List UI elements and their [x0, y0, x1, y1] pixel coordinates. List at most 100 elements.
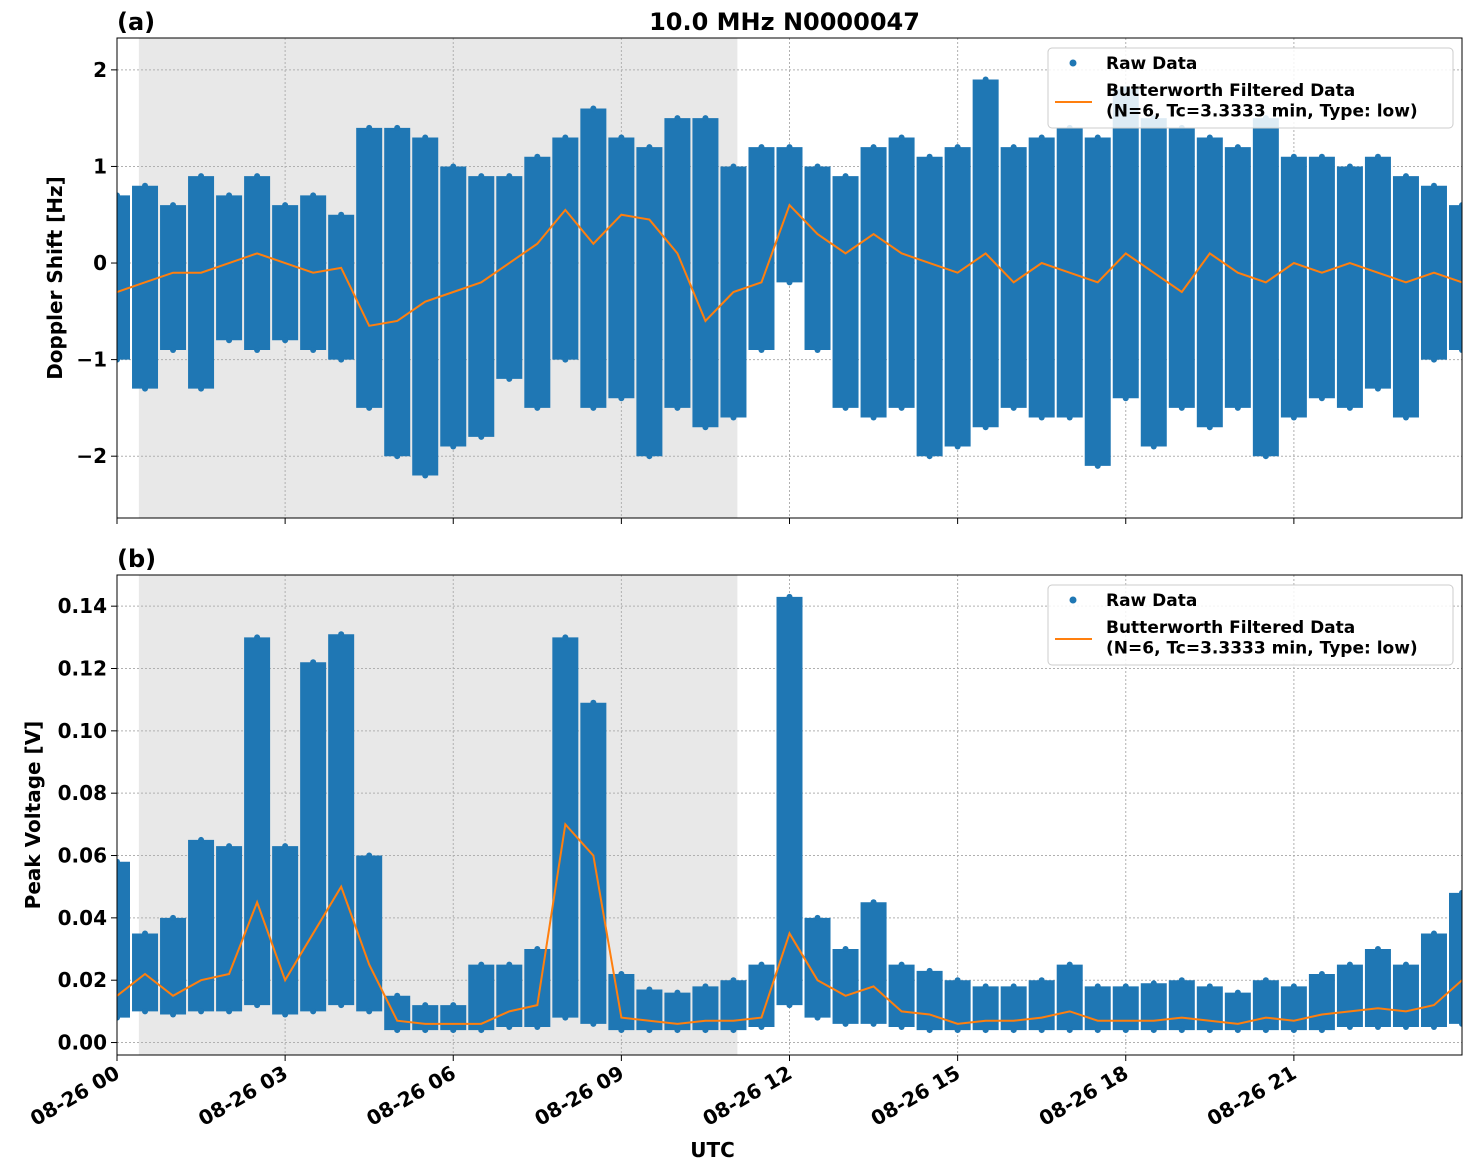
raw-data-point	[310, 1008, 317, 1015]
raw-data-point	[1459, 202, 1462, 209]
raw-data-point	[926, 153, 933, 160]
raw-data-point	[758, 1023, 765, 1030]
raw-data-point	[982, 424, 989, 431]
raw-data-point	[1150, 980, 1157, 987]
raw-data-point	[674, 989, 681, 996]
raw-data-point	[562, 634, 569, 641]
y-tick-label: 0.00	[58, 1031, 107, 1055]
raw-data-point	[338, 356, 345, 363]
raw-data-point	[142, 385, 149, 392]
raw-data-point	[618, 134, 625, 141]
raw-data-point	[170, 1011, 177, 1018]
raw-data-point	[198, 173, 205, 180]
raw-data-point	[366, 404, 373, 411]
raw-data-point	[1038, 414, 1045, 421]
raw-data-point	[758, 346, 765, 353]
x-tick-label: 08-26 00	[26, 1061, 124, 1131]
raw-data-point	[618, 1027, 625, 1034]
raw-data-point	[226, 1008, 233, 1015]
raw-data-point	[954, 443, 961, 450]
raw-data-point	[926, 967, 933, 974]
raw-data-point	[1402, 961, 1409, 968]
raw-data-point	[1459, 889, 1462, 896]
raw-data-point	[786, 593, 793, 600]
raw-data-point	[758, 961, 765, 968]
raw-data-point	[450, 1027, 457, 1034]
raw-data-point	[310, 659, 317, 666]
raw-data-point	[478, 1027, 485, 1034]
raw-data-point	[1206, 1027, 1213, 1034]
raw-data-point	[170, 346, 177, 353]
raw-data-point	[618, 970, 625, 977]
raw-data-point	[534, 404, 541, 411]
y-tick-label: 0.10	[58, 719, 107, 743]
raw-data-point	[478, 433, 485, 440]
raw-data-point	[590, 1020, 597, 1027]
legend-box	[1047, 47, 1454, 129]
raw-data-point	[590, 699, 597, 706]
data-layer	[117, 76, 1462, 479]
raw-data-point	[1290, 1027, 1297, 1034]
raw-data-point	[338, 1002, 345, 1009]
raw-data-point	[1010, 1027, 1017, 1034]
raw-data-point	[674, 115, 681, 122]
x-tick-label: 08-26 15	[867, 1061, 965, 1131]
raw-data-point	[758, 144, 765, 151]
raw-data-point	[870, 899, 877, 906]
raw-data-point	[1402, 173, 1409, 180]
raw-data-point	[366, 124, 373, 131]
raw-data-point	[366, 852, 373, 859]
raw-data-point	[1290, 414, 1297, 421]
raw-data-point	[562, 134, 569, 141]
raw-data-point	[590, 105, 597, 112]
raw-data-point	[1122, 983, 1129, 990]
raw-data-point	[226, 337, 233, 344]
raw-data-point	[506, 375, 513, 382]
raw-data-point	[646, 986, 653, 993]
raw-data-point	[1374, 946, 1381, 953]
raw-data-point	[702, 983, 709, 990]
y-tick-label: 0.02	[58, 968, 107, 992]
raw-data-point	[870, 144, 877, 151]
raw-data-point	[394, 453, 401, 460]
y-axis-label: Peak Voltage [V]	[21, 721, 45, 910]
raw-data-point	[1318, 1027, 1325, 1034]
x-tick-label: 08-26 21	[1203, 1061, 1301, 1131]
raw-data-point	[422, 1002, 429, 1009]
raw-data-point	[814, 914, 821, 921]
raw-data-point	[450, 443, 457, 450]
raw-data-point	[786, 1002, 793, 1009]
raw-data-point	[1430, 930, 1437, 937]
raw-data-point	[730, 163, 737, 170]
y-tick-label: 0.06	[58, 844, 107, 868]
raw-data-point	[786, 279, 793, 286]
raw-data-point	[142, 182, 149, 189]
data-layer	[117, 593, 1462, 1034]
raw-data-point	[226, 192, 233, 199]
y-axis-label: Doppler Shift [Hz]	[43, 176, 67, 380]
raw-data-point	[926, 1027, 933, 1034]
raw-data-point	[730, 414, 737, 421]
raw-data-point	[170, 914, 177, 921]
raw-data-point	[394, 124, 401, 131]
raw-data-point	[842, 946, 849, 953]
raw-data-point	[1206, 134, 1213, 141]
legend-box	[1047, 584, 1454, 666]
raw-data-point	[254, 346, 261, 353]
raw-data-point	[1402, 414, 1409, 421]
raw-data-point	[954, 977, 961, 984]
legend-label: Butterworth Filtered Data (N=6, Tc=3.3333…	[1106, 81, 1418, 121]
raw-data-point	[338, 211, 345, 218]
y-tick-label: 0.14	[58, 594, 107, 618]
raw-data-point	[814, 1014, 821, 1021]
raw-data-point	[198, 836, 205, 843]
raw-data-point	[117, 192, 120, 199]
x-tick-label: 08-26 09	[530, 1061, 628, 1131]
raw-data-point	[506, 1023, 513, 1030]
plot-frame	[116, 37, 1463, 519]
filtered-line	[117, 203, 1462, 327]
raw-data-point	[926, 453, 933, 460]
panel: 0.00 0.02 0.04 0.06 0.08 0.10 0.12 0.14 08-26 00…	[21, 545, 1463, 1162]
raw-data-point	[1066, 961, 1073, 968]
raw-data-point	[1178, 1027, 1185, 1034]
